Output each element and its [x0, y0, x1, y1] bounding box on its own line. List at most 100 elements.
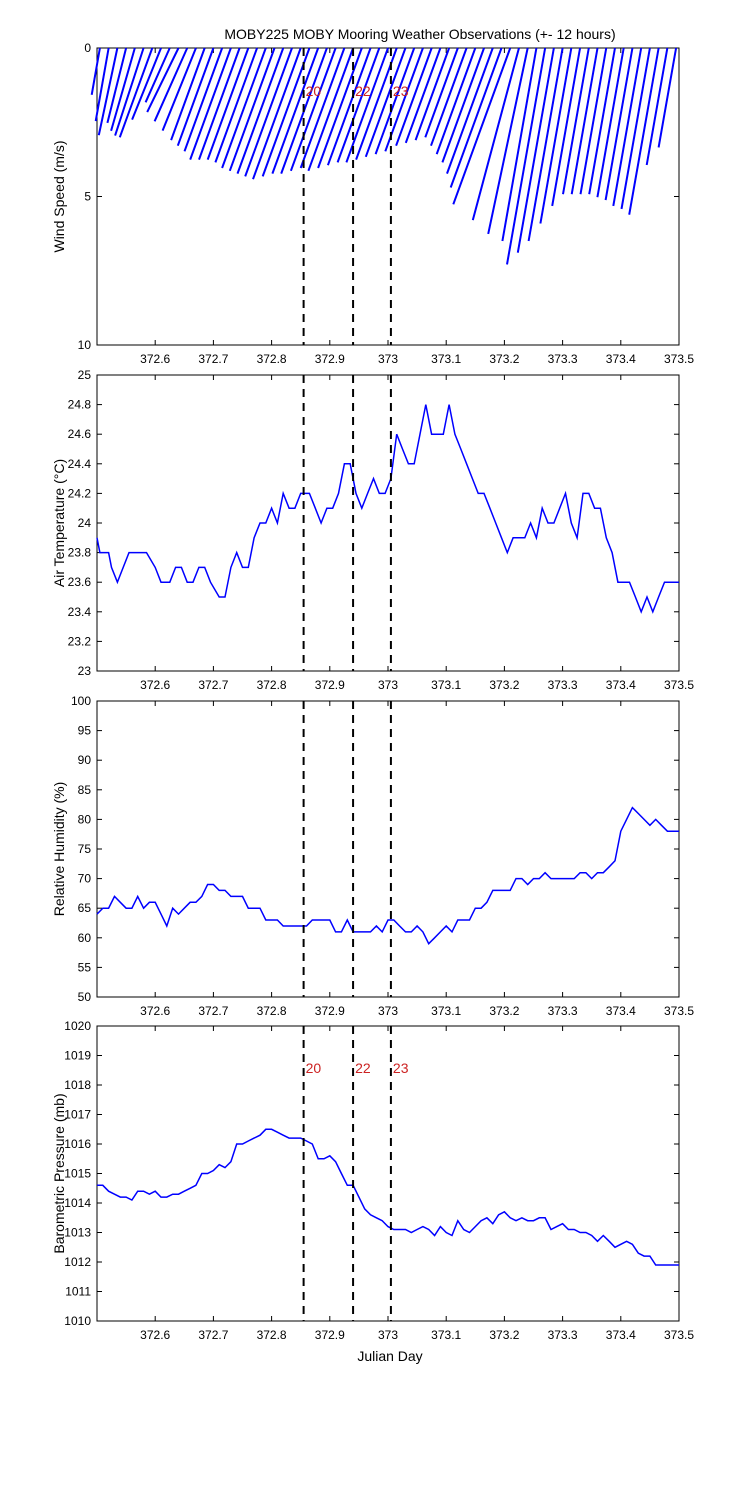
y-tick-label: 24.4 [68, 457, 92, 471]
x-tick-label: 372.6 [140, 352, 170, 366]
event-marker-label: 22 [355, 1060, 371, 1076]
x-tick-label: 373.3 [548, 678, 578, 692]
x-tick-label: 372.6 [140, 678, 170, 692]
wind-stick [131, 47, 162, 120]
wind-stick [345, 47, 389, 163]
wind-stick [404, 47, 442, 144]
x-tick-label: 373.1 [431, 352, 461, 366]
wind-stick [487, 47, 529, 235]
wind-stick [430, 47, 468, 147]
wind-stick [620, 47, 651, 210]
wind-stick [289, 47, 337, 172]
x-tick-label: 372.6 [140, 1328, 170, 1342]
y-tick-label: 1013 [64, 1226, 91, 1240]
wind-stick [94, 47, 110, 122]
wind-stick [452, 47, 512, 205]
y-tick-label: 0 [84, 41, 91, 55]
y-axis-label: Wind Speed (m/s) [51, 140, 67, 252]
wind-stick [252, 47, 302, 180]
wind-stick [206, 47, 250, 160]
y-tick-label: 24 [78, 516, 92, 530]
x-tick-label: 372.8 [257, 1004, 287, 1018]
y-tick-label: 50 [78, 990, 92, 1004]
wind-stick [307, 47, 355, 172]
wind-stick [364, 47, 407, 158]
y-tick-label: 23.2 [68, 634, 92, 648]
wind-stick [441, 47, 485, 163]
wind-stick [516, 47, 555, 253]
wind-stick [144, 47, 171, 103]
wind-stick [146, 47, 180, 113]
wind-stick [176, 47, 215, 147]
y-tick-label: 95 [78, 724, 92, 738]
wind-stick [189, 47, 232, 160]
event-marker-label: 23 [393, 83, 409, 99]
x-tick-label: 373.5 [664, 352, 694, 366]
wind-stick [501, 47, 538, 242]
y-tick-label: 1016 [64, 1137, 91, 1151]
x-tick-label: 372.8 [257, 1328, 287, 1342]
wind-stick [506, 47, 547, 265]
x-tick-label: 373.3 [548, 352, 578, 366]
x-tick-label: 373 [378, 352, 398, 366]
plot-frame [96, 374, 680, 672]
y-tick-label: 24.2 [68, 486, 92, 500]
x-tick-label: 373.4 [606, 678, 636, 692]
wind-stick [114, 47, 145, 136]
y-tick-label: 90 [78, 753, 92, 767]
y-tick-label: 23.6 [68, 575, 92, 589]
x-tick-label: 373 [378, 1004, 398, 1018]
event-marker-label: 20 [306, 1060, 322, 1076]
x-tick-label: 373.2 [489, 352, 519, 366]
wind-stick [551, 47, 582, 207]
wind-stick [604, 47, 634, 201]
wind-stick [90, 47, 101, 95]
wind-stick [244, 47, 293, 177]
wind-stick [628, 47, 660, 215]
x-tick-label: 373.1 [431, 1328, 461, 1342]
panels: 372.6 372.7 372.8 372.9 373 373.1 373.2 373.3 37… [51, 41, 694, 1342]
wind-stick [214, 47, 258, 163]
wind-stick [336, 47, 381, 163]
wind-stick [118, 47, 154, 138]
plot-frame [96, 1025, 680, 1322]
wind-stick [317, 47, 363, 169]
y-tick-label: 1010 [64, 1314, 91, 1328]
x-tick-label: 372.7 [198, 1004, 228, 1018]
x-tick-label: 372.7 [198, 352, 228, 366]
wind-stick [221, 47, 267, 169]
y-tick-label: 1020 [64, 1019, 91, 1033]
wind-stick [198, 47, 241, 160]
y-tick-label: 1012 [64, 1255, 91, 1269]
y-axis-label: Relative Humidity (%) [51, 782, 67, 917]
y-tick-label: 24.6 [68, 427, 92, 441]
wind-stick [97, 47, 119, 136]
y-tick-label: 1014 [64, 1196, 91, 1210]
x-tick-label: 373.2 [489, 1004, 519, 1018]
x-tick-label: 373.5 [664, 678, 694, 692]
wind-stick [424, 47, 459, 138]
wind-stick [170, 47, 206, 141]
figure-title: MOBY225 MOBY Mooring Weather Observation… [224, 26, 615, 42]
wind-stick [261, 47, 311, 177]
x-axis-label: Julian Day [357, 1348, 422, 1364]
y-tick-label: 23.8 [68, 546, 92, 560]
x-tick-label: 373.4 [606, 352, 636, 366]
y-tick-label: 10 [78, 338, 92, 352]
y-tick-label: 1015 [64, 1167, 91, 1181]
event-marker-label: 22 [355, 83, 371, 99]
wind-stick [588, 47, 616, 195]
y-tick-label: 24.8 [68, 398, 92, 412]
y-tick-label: 70 [78, 872, 92, 886]
wind-stick [228, 47, 276, 172]
y-tick-label: 23.4 [68, 605, 92, 619]
plot-frame [96, 700, 680, 998]
panel-relative-humidity: 372.6 372.7 372.8 372.9 373 373.1 373.2 373.3 37… [51, 694, 694, 1018]
wind-stick [596, 47, 625, 198]
wind-stick [657, 47, 678, 148]
x-tick-label: 373.2 [489, 678, 519, 692]
x-tick-label: 373.5 [664, 1328, 694, 1342]
x-tick-label: 373.3 [548, 1328, 578, 1342]
y-tick-label: 5 [84, 190, 91, 204]
